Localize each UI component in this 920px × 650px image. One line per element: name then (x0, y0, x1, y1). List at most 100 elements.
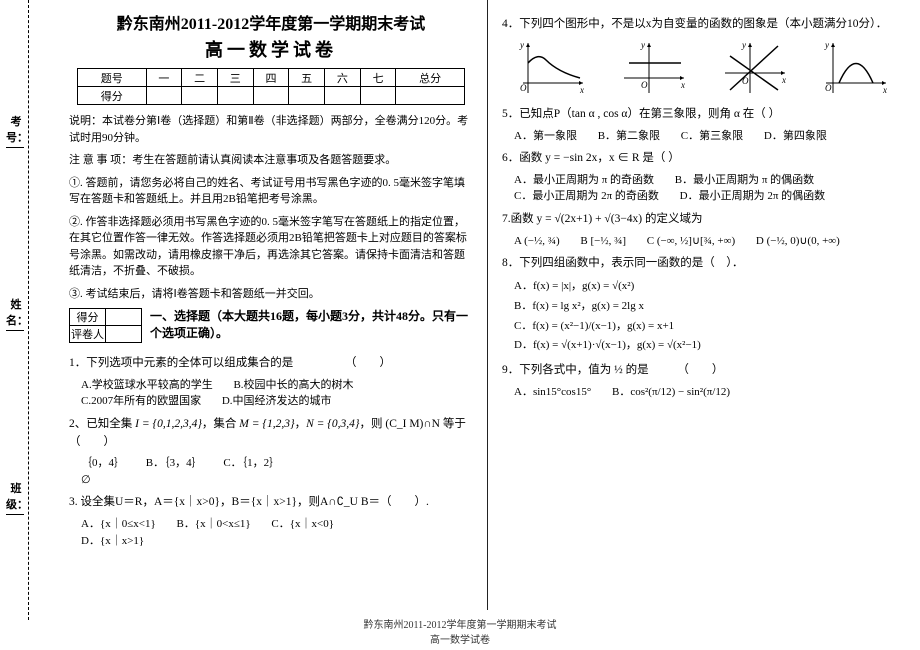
label-examno: 考号： (6, 113, 26, 145)
svg-text:O: O (825, 83, 832, 93)
opt-b: B.校园中长的高大的树木 (233, 377, 353, 394)
section-1-title: 一、选择题（本大题共16题，每小题3分，共计48分。只有一个选项正确）。 (150, 308, 473, 342)
desc-p2: 注 意 事 项：考生在答题前请认真阅读本注意事项及各题答题要求。 (69, 152, 473, 169)
page-footer: 黔东南州2011-2012学年度第一学期期末考试 高一数学试卷 (0, 616, 920, 646)
score-table: 题号 一 二 三 四 五 六 七 总分 得分 (77, 68, 465, 105)
opt-b: B．｛3，4｝ (146, 455, 203, 472)
opt-c: C．第三象限 (681, 128, 743, 145)
opt-b: B [−½, ¾] (580, 233, 626, 250)
svg-text:x: x (882, 85, 887, 95)
footer-line2: 高一数学试卷 (0, 631, 920, 646)
question-3-options: A．{x｜0≤x<1} B．{x｜0<x≤1} C．{x｜x<0} D．{x｜x… (81, 516, 473, 549)
graph-c: y O x (720, 38, 790, 98)
opt-c: C．{x｜x<0} (271, 516, 334, 533)
page-title: 黔东南州2011-2012学年度第一学期期末考试 (69, 10, 473, 34)
cell: 评卷人 (70, 326, 106, 343)
cell: 三 (217, 69, 253, 87)
graph-d: y O x (821, 38, 891, 98)
opt-c: C．｛1，2｝ (223, 455, 280, 472)
cell: 题号 (78, 69, 146, 87)
svg-text:x: x (781, 75, 786, 85)
svg-text:x: x (579, 85, 584, 95)
question-8-options: A．f(x) = |x|，g(x) = √(x²) B．f(x) = lg x²… (514, 277, 906, 356)
cell: 六 (325, 69, 361, 87)
opt-c: C (−∞, ½]∪[¾, +∞) (647, 233, 735, 250)
opt-a: A (−½, ¾) (514, 233, 560, 250)
opt-d: D．f(x) = √(x+1)·√(x−1)，g(x) = √(x²−1) (514, 336, 701, 356)
cell: 四 (253, 69, 289, 87)
opt-a: A．第一象限 (514, 128, 577, 145)
cell: 得分 (78, 87, 146, 105)
opt-d: D．第四象限 (764, 128, 827, 145)
desc-p1: 说明：本试卷分第Ⅰ卷（选择题）和第Ⅱ卷（非选择题）两部分，全卷满分120分。考试… (69, 113, 473, 146)
opt-d: D．{x｜x>1} (81, 533, 144, 550)
right-column: 4．下列四个图形中，不是以x为自变量的函数的图象是（本小题满分10分）． y O… (488, 0, 920, 610)
opt-b: B．f(x) = lg x²，g(x) = 2lg x (514, 297, 644, 317)
question-1: 1．下列选项中元素的全体可以组成集合的是 （ ） (69, 355, 473, 373)
opt-d: ∅ (81, 472, 91, 489)
opt-a: A．最小正周期为 π 的奇函数 (514, 172, 654, 189)
question-5-options: A．第一象限 B．第二象限 C．第三象限 D．第四象限 (514, 128, 906, 145)
desc-p5: ③. 考试结束后，请将Ⅰ卷答题卡和答题纸一并交回。 (69, 286, 473, 303)
svg-text:y: y (640, 40, 645, 50)
opt-a: A.学校篮球水平较高的学生 (81, 377, 213, 394)
opt-d: D．最小正周期为 2π 的偶函数 (680, 188, 826, 205)
cell: 五 (289, 69, 325, 87)
underline (6, 330, 24, 331)
opt-d: D (−½, 0)∪(0, +∞) (756, 233, 840, 250)
svg-text:O: O (641, 80, 648, 90)
label-name: 姓名： (6, 296, 26, 328)
desc-p4: ②. 作答非选择题必须用书写黑色字迹的0. 5毫米签字笔写在答题纸上的指定位置，… (69, 214, 473, 280)
cell: 总分 (396, 69, 464, 87)
opt-d: D.中国经济发达的城市 (222, 393, 332, 410)
svg-text:y: y (741, 40, 746, 50)
question-6: 6．函数 y = −sin 2x，x ∈ R 是（ ） (502, 150, 906, 168)
question-2-options: ｛0，4｝ B．｛3，4｝ C．｛1，2｝ ∅ (81, 455, 473, 488)
opt-b: B．最小正周期为 π 的偶函数 (675, 172, 814, 189)
svg-text:x: x (680, 80, 685, 90)
function-graphs: y O x y O x y O x (502, 38, 906, 98)
graph-a: y O x (518, 38, 588, 98)
footer-line1: 黔东南州2011-2012学年度第一学期期末考试 (0, 616, 920, 631)
binding-labels: 考号： 姓名： 班级： (6, 40, 26, 590)
label-class: 班级： (6, 480, 26, 512)
opt-c: C．最小正周期为 2π 的奇函数 (514, 188, 659, 205)
cell: 二 (182, 69, 218, 87)
question-2: 2、已知全集 I = {0,1,2,3,4}，集合 M = {1,2,3}，N … (69, 416, 473, 452)
svg-text:y: y (519, 40, 524, 50)
table-row: 得分 (78, 87, 465, 105)
question-8: 8．下列四组函数中，表示同一函数的是（ ）． (502, 255, 906, 273)
opt-c: C.2007年所有的欧盟国家 (81, 393, 201, 410)
question-9-options: A．sin15°cos15° B．cos²(π/12) − sin²(π/12) (514, 384, 906, 401)
opt-a: A．sin15°cos15° (514, 384, 591, 401)
question-6-options: A．最小正周期为 π 的奇函数 B．最小正周期为 π 的偶函数 C．最小正周期为… (514, 172, 906, 205)
question-7-options: A (−½, ¾) B [−½, ¾] C (−∞, ½]∪[¾, +∞) D … (514, 233, 906, 250)
question-7: 7.函数 y = √(2x+1) + √(3−4x) 的定义域为 (502, 211, 906, 229)
desc-p3: ①. 答题前，请您务必将自己的姓名、考试证号用书写黑色字迹的0. 5毫米签字笔填… (69, 175, 473, 208)
opt-a: A．{x｜0≤x<1} (81, 516, 156, 533)
cell: 一 (146, 69, 182, 87)
question-5: 5．已知点P（tan α , cos α）在第三象限，则角 α 在（ ） (502, 106, 906, 124)
graph-b: y O x (619, 38, 689, 98)
cell: 七 (360, 69, 396, 87)
question-4: 4．下列四个图形中，不是以x为自变量的函数的图象是（本小题满分10分）． (502, 16, 906, 34)
opt-c: C．f(x) = (x²−1)/(x−1)，g(x) = x+1 (514, 317, 674, 337)
opt-a: A．f(x) = |x|，g(x) = √(x²) (514, 277, 634, 297)
svg-text:O: O (742, 76, 749, 86)
svg-text:O: O (520, 83, 527, 93)
page-subtitle: 高一数学试卷 (69, 36, 473, 62)
opt-b: B．第二象限 (598, 128, 660, 145)
opt-a: ｛0，4｝ (81, 455, 125, 472)
table-row: 题号 一 二 三 四 五 六 七 总分 (78, 69, 465, 87)
binding-line (28, 0, 29, 620)
underline (6, 514, 24, 515)
left-column: 黔东南州2011-2012学年度第一学期期末考试 高一数学试卷 题号 一 二 三… (55, 0, 487, 610)
cell: 得分 (70, 309, 106, 326)
underline (6, 147, 24, 148)
question-9: 9．下列各式中，值为 ½ 的是 （ ） (502, 362, 906, 380)
svg-text:y: y (824, 40, 829, 50)
question-1-options: A.学校篮球水平较高的学生 B.校园中长的高大的树木 C.2007年所有的欧盟国… (81, 377, 473, 410)
opt-b: B．{x｜0<x≤1} (177, 516, 251, 533)
scorer-table: 得分 评卷人 (69, 308, 142, 343)
opt-b: B．cos²(π/12) − sin²(π/12) (612, 384, 730, 401)
